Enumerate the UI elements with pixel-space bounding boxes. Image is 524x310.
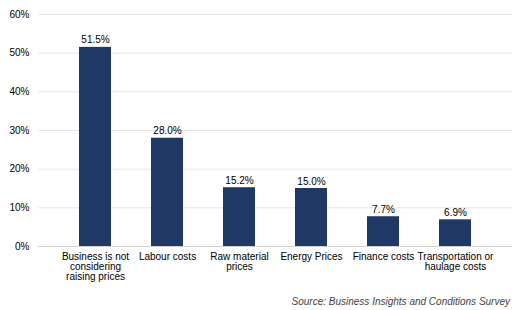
svg-text:Energy Prices: Energy Prices xyxy=(280,251,342,262)
svg-text:15.2%: 15.2% xyxy=(225,175,253,186)
svg-text:30%: 30% xyxy=(9,125,29,136)
svg-text:10%: 10% xyxy=(9,202,29,213)
svg-text:Raw materialprices: Raw materialprices xyxy=(210,251,268,272)
svg-text:28.0%: 28.0% xyxy=(153,125,181,136)
svg-text:20%: 20% xyxy=(9,163,29,174)
svg-text:51.5%: 51.5% xyxy=(81,34,109,45)
svg-text:40%: 40% xyxy=(9,86,29,97)
svg-text:15.0%: 15.0% xyxy=(297,176,325,187)
svg-text:6.9%: 6.9% xyxy=(444,207,467,218)
svg-text:Transportation orhaulage costs: Transportation orhaulage costs xyxy=(418,251,494,272)
svg-text:50%: 50% xyxy=(9,47,29,58)
html-text:Source: Business Insights and: Source: Business Insights and Conditions… xyxy=(291,296,510,307)
svg-text:Finance costs: Finance costs xyxy=(353,251,415,262)
svg-text:0%: 0% xyxy=(15,241,30,252)
svg-text:Business is notconsideringrais: Business is notconsideringraising prices xyxy=(62,251,129,282)
svg-text:Labour costs: Labour costs xyxy=(139,251,196,262)
svg-text:60%: 60% xyxy=(9,9,29,20)
svg-text:7.7%: 7.7% xyxy=(372,204,395,215)
